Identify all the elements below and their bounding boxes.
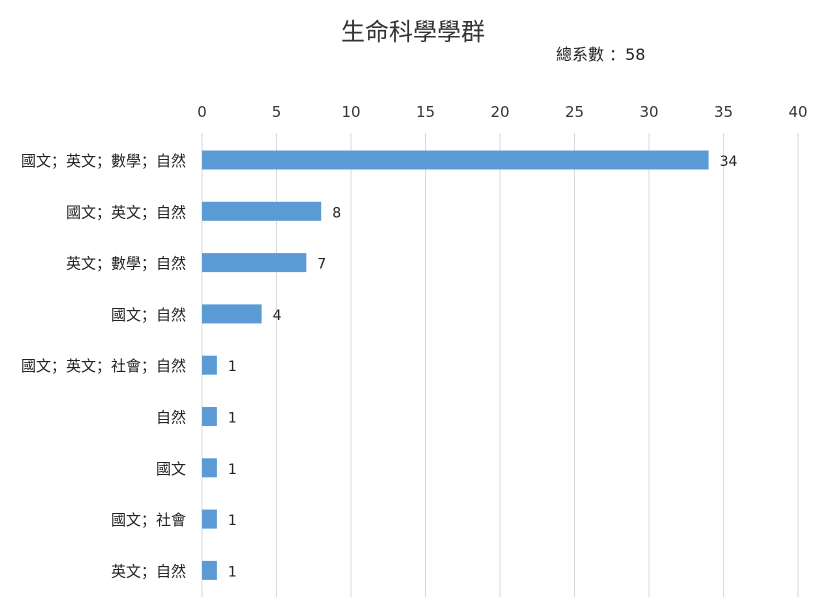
category-labels: 國文；英文；數學；自然國文；英文；自然英文；數學；自然國文；自然國文；英文；社會… (21, 152, 186, 580)
x-tick-label: 30 (639, 103, 658, 121)
data-label: 1 (228, 564, 237, 580)
gridlines (201, 133, 799, 597)
bar (202, 304, 262, 324)
chart-subtitle: 總系數 ：58 (556, 45, 646, 64)
category-label: 自然 (156, 409, 186, 427)
x-tick-label: 25 (565, 103, 584, 121)
bar (202, 253, 307, 273)
bars (202, 150, 709, 580)
bar (202, 509, 217, 529)
x-tick-label: 0 (197, 103, 207, 121)
category-label: 國文；社會 (111, 511, 186, 529)
data-label: 1 (228, 359, 237, 375)
x-tick-label: 5 (272, 103, 282, 121)
category-label: 國文；英文；數學；自然 (21, 152, 186, 170)
x-tick-label: 15 (416, 103, 435, 121)
bar (202, 560, 217, 580)
data-label: 8 (332, 205, 341, 221)
category-label: 國文 (156, 460, 186, 478)
bar (202, 355, 217, 375)
bar (202, 407, 217, 426)
category-label: 國文；自然 (111, 306, 186, 324)
data-label: 1 (228, 411, 237, 427)
data-label: 1 (228, 462, 237, 478)
category-label: 英文；數學；自然 (66, 255, 186, 273)
category-label: 英文；自然 (111, 562, 186, 580)
data-labels: 34 8 7 4 1 1 1 1 1 (228, 154, 738, 580)
x-tick-label: 20 (490, 103, 509, 121)
data-label: 1 (228, 513, 237, 529)
bar (202, 458, 217, 478)
bar (202, 201, 322, 221)
category-label: 國文；英文；社會；自然 (21, 357, 186, 375)
x-tick-label: 35 (714, 103, 733, 121)
category-label: 國文；英文；自然 (66, 203, 186, 221)
x-axis-ticks: 0 5 10 15 20 25 30 35 40 (197, 103, 807, 121)
bar (202, 150, 709, 170)
x-tick-label: 10 (341, 103, 360, 121)
chart-title: 生命科學學群 (341, 18, 485, 46)
data-label: 34 (720, 154, 738, 170)
data-label: 7 (317, 257, 326, 273)
data-label: 4 (273, 308, 282, 324)
x-tick-label: 40 (788, 103, 807, 121)
